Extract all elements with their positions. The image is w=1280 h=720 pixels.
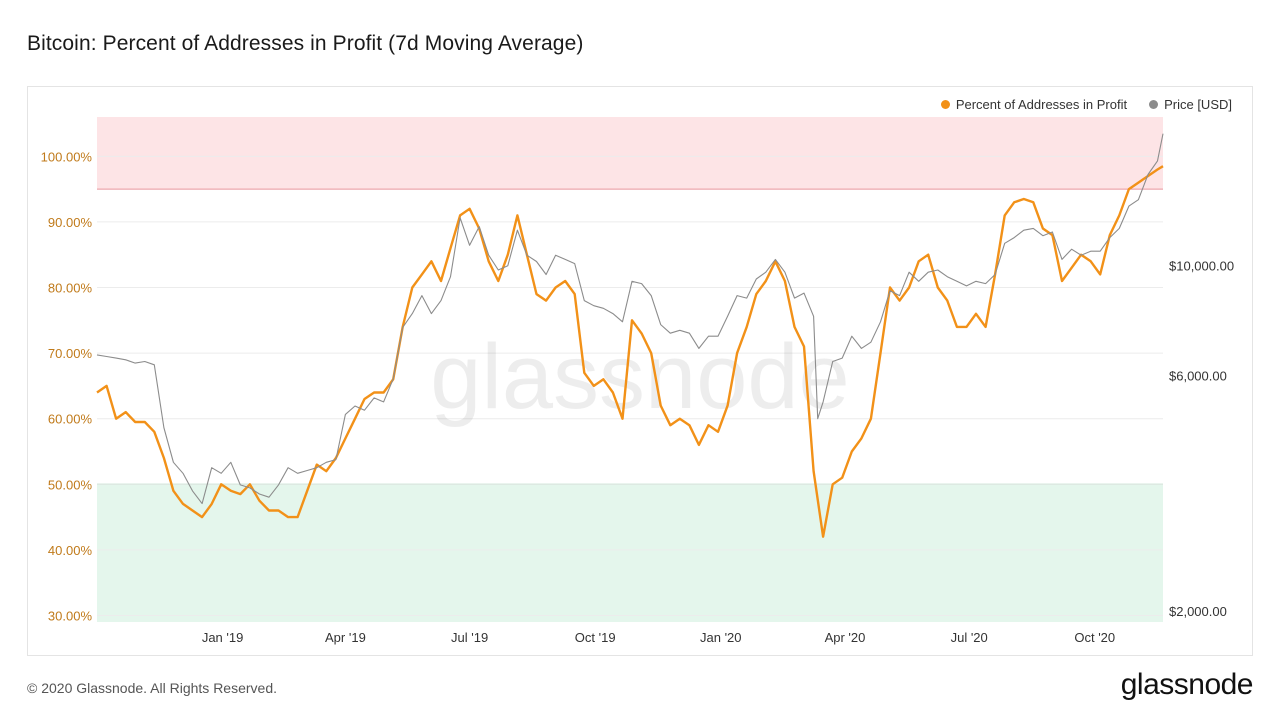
y-right-tick-2: $10,000.00 [1169, 259, 1234, 274]
y-left-tick-3: 60.00% [48, 412, 93, 427]
y-left-tick-0: 30.00% [48, 608, 93, 623]
legend-label-profit: Percent of Addresses in Profit [955, 97, 1128, 112]
x-tick-1: Apr '19 [325, 630, 366, 645]
x-tick-5: Apr '20 [825, 630, 866, 645]
y-left-tick-4: 70.00% [48, 346, 93, 361]
legend-item-profit[interactable]: Percent of Addresses in Profit [940, 97, 1128, 112]
glassnode-logo: glassnode [1120, 668, 1254, 701]
series-line-price [96, 133, 1164, 505]
chart-title: Bitcoin: Percent of Addresses in Profit … [27, 32, 584, 55]
chart-legend: Percent of Addresses in Profit Price [US… [940, 97, 1232, 112]
x-tick-6: Jul '20 [951, 630, 988, 645]
legend-dot-profit [940, 100, 950, 109]
y-left-tick-1: 40.00% [48, 543, 93, 558]
band-lower [97, 484, 1163, 622]
x-tick-2: Jul '19 [451, 630, 488, 645]
watermark: glassnode [430, 326, 849, 428]
y-left-tick-6: 90.00% [48, 215, 93, 230]
legend-item-price[interactable]: Price [USD] [1149, 97, 1232, 112]
y-left-tick-5: 80.00% [48, 281, 93, 296]
chart-frame [27, 86, 1253, 656]
x-tick-3: Oct '19 [575, 630, 616, 645]
copyright-footer: © 2020 Glassnode. All Rights Reserved. [27, 680, 278, 696]
x-tick-0: Jan '19 [202, 630, 244, 645]
y-left-tick-7: 100.00% [41, 149, 93, 164]
y-right-tick-0: $2,000.00 [1169, 604, 1227, 619]
x-tick-7: Oct '20 [1074, 630, 1115, 645]
y-left-tick-2: 50.00% [48, 477, 93, 492]
band-upper [97, 117, 1163, 190]
series-line-profit [96, 165, 1164, 538]
legend-label-price: Price [USD] [1164, 97, 1232, 112]
y-right-tick-1: $6,000.00 [1169, 368, 1227, 383]
x-tick-4: Jan '20 [700, 630, 742, 645]
legend-dot-price [1149, 100, 1159, 109]
